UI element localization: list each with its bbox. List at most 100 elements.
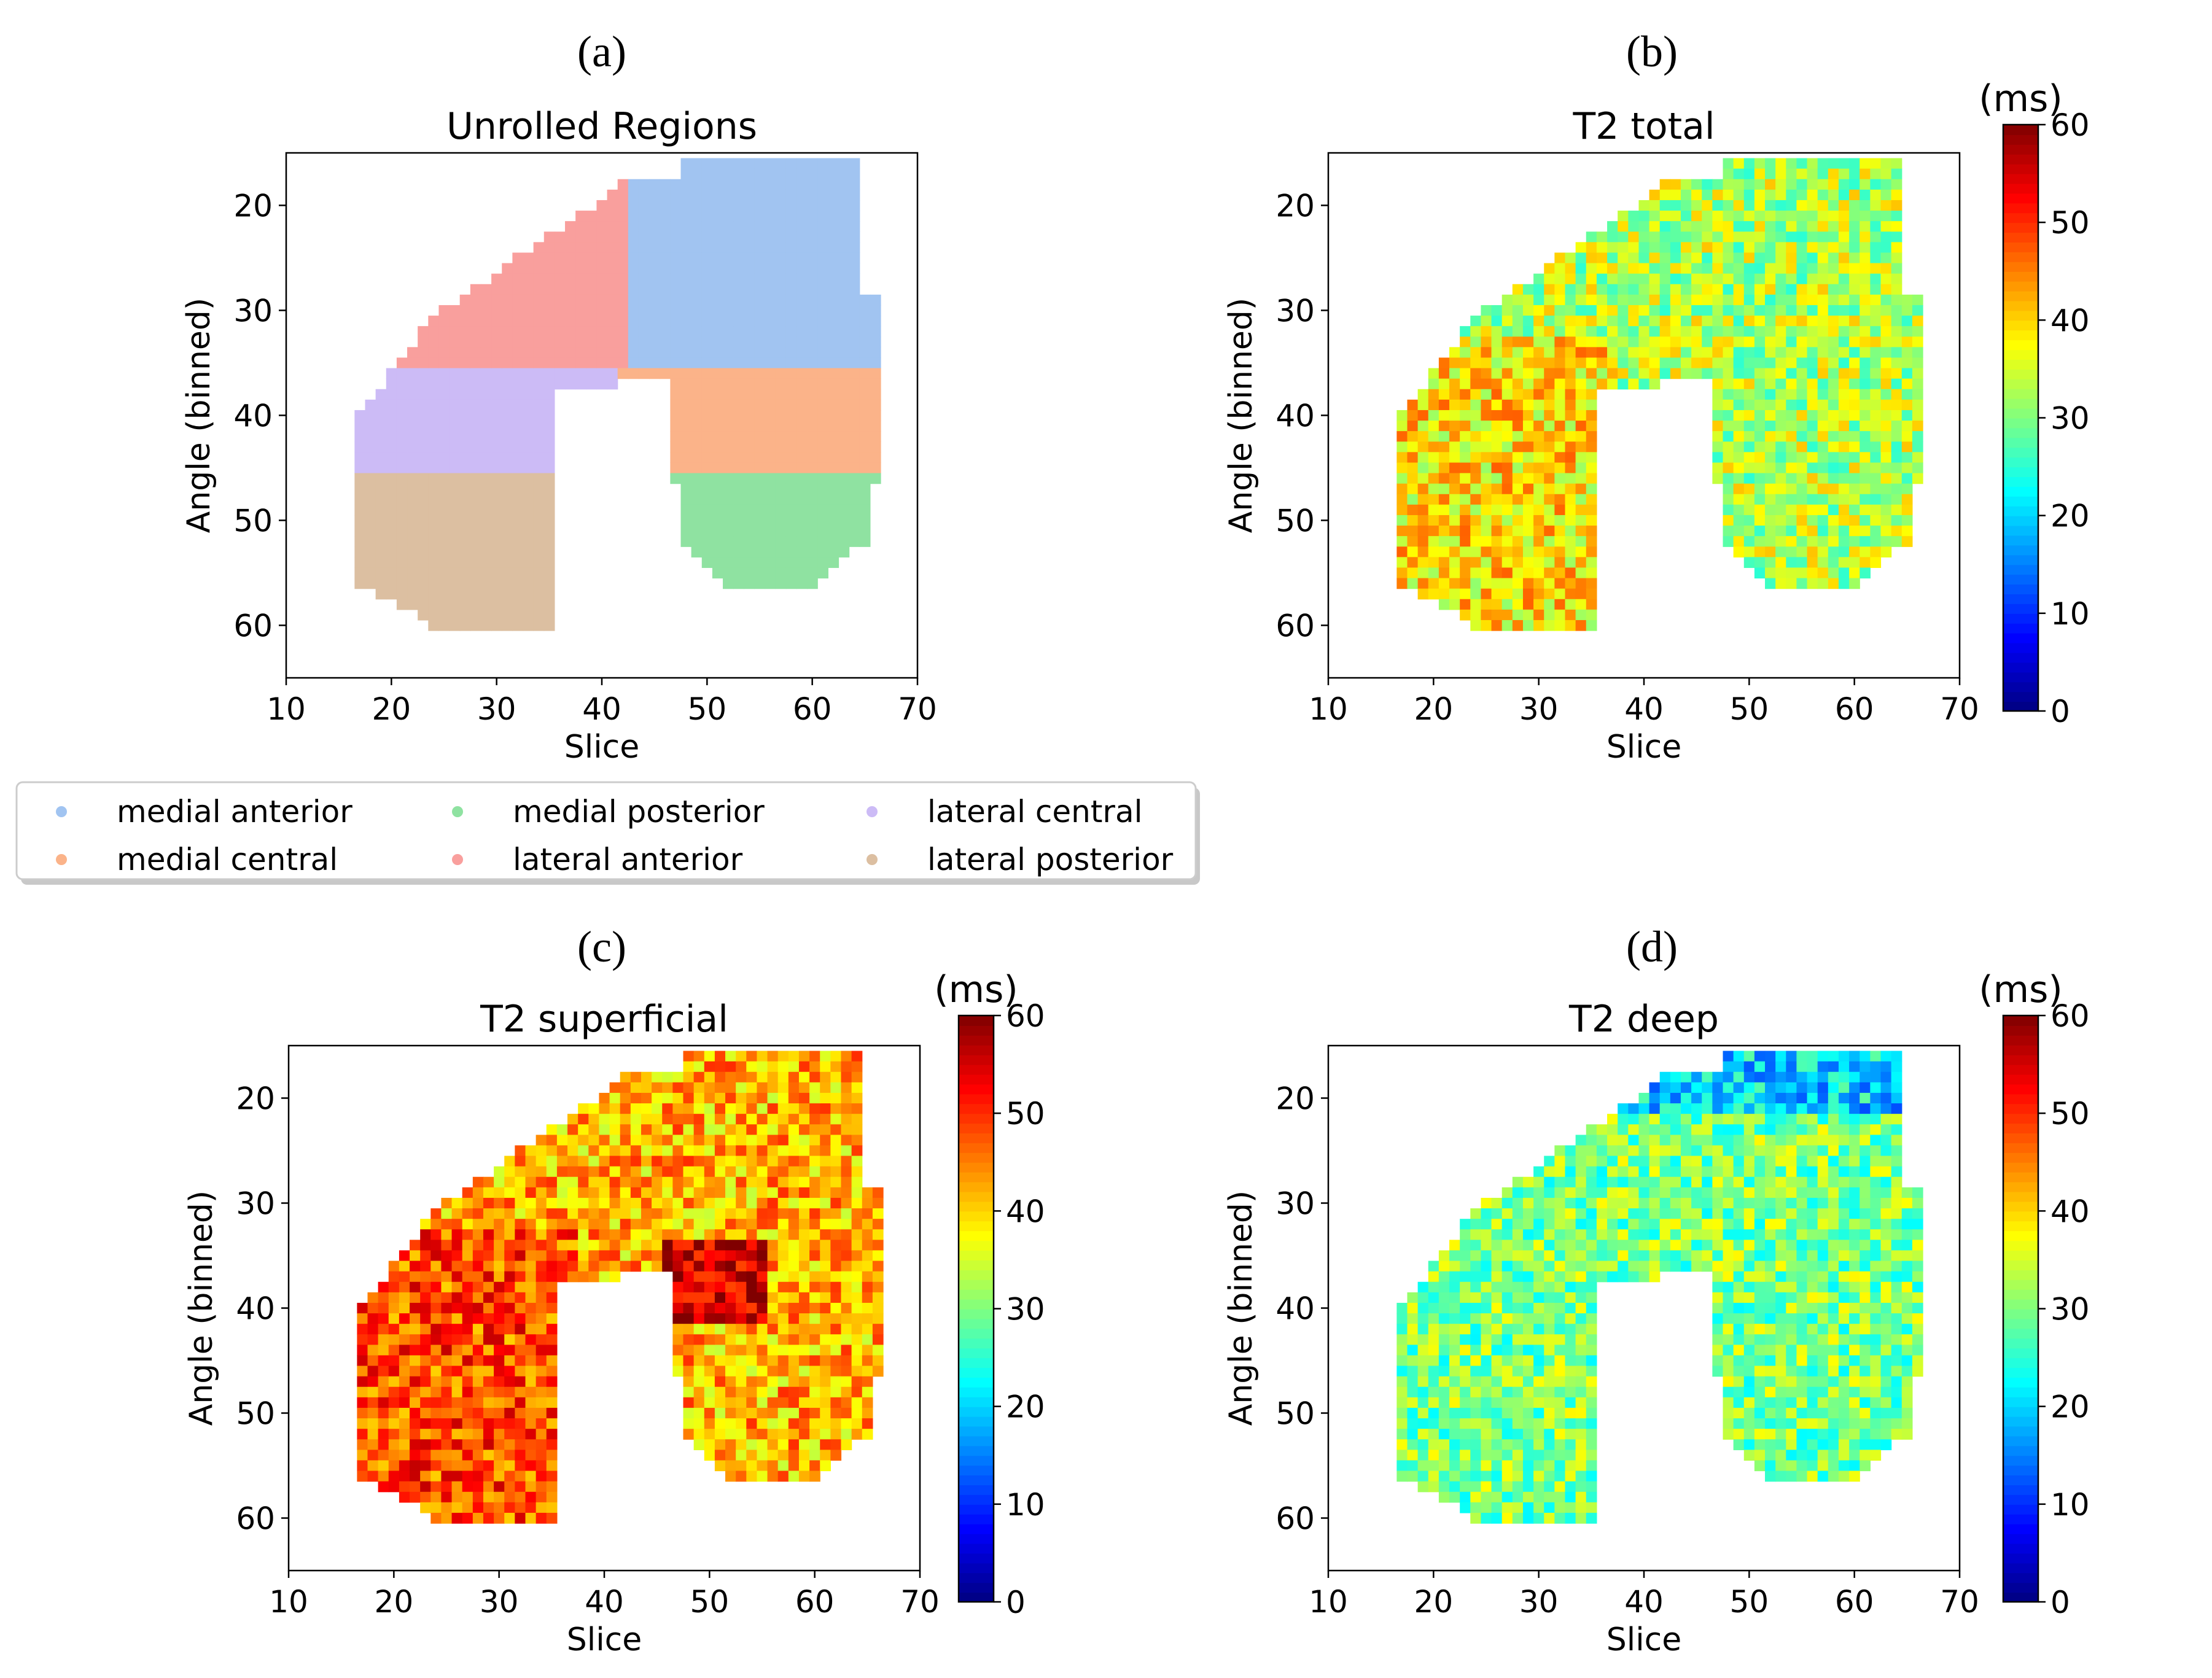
heatmap-cell: [1702, 316, 1713, 327]
region-cell: [628, 336, 639, 348]
region-cell: [775, 189, 787, 201]
heatmap-cell: [1775, 515, 1786, 526]
heatmap-cell: [1554, 483, 1566, 495]
heatmap-cell: [1522, 557, 1534, 569]
heatmap-cell: [1880, 441, 1892, 453]
region-cell: [733, 431, 744, 442]
heatmap-cell: [483, 1491, 494, 1503]
heatmap-cell: [504, 1334, 515, 1345]
region-cell: [775, 421, 787, 432]
region-cell: [480, 389, 492, 400]
heatmap-cell: [725, 1470, 736, 1482]
heatmap-cell: [494, 1219, 505, 1230]
heatmap-cell: [1607, 252, 1618, 264]
heatmap-cell: [504, 1407, 515, 1419]
heatmap-cell: [1786, 263, 1797, 274]
region-cell: [607, 211, 618, 222]
heatmap-cell: [725, 1376, 736, 1388]
heatmap-cell: [830, 1166, 842, 1178]
heatmap-cell: [367, 1418, 379, 1429]
heatmap-cell: [1438, 431, 1450, 442]
heatmap-cell: [1838, 336, 1850, 348]
heatmap-cell: [672, 1166, 684, 1178]
heatmap-cell: [441, 1281, 453, 1293]
region-cell: [723, 221, 734, 232]
heatmap-cell: [652, 1229, 663, 1240]
region-cell: [533, 326, 545, 337]
region-cell: [701, 410, 713, 421]
heatmap-cell: [410, 1260, 421, 1272]
region-cell: [870, 473, 881, 484]
region-cell: [428, 473, 440, 484]
heatmap-cell: [1860, 263, 1871, 274]
region-cell: [607, 368, 618, 379]
region-cell: [828, 294, 839, 306]
heatmap-cell: [1533, 326, 1544, 337]
heatmap-cell: [451, 1470, 463, 1482]
heatmap-cell: [1460, 368, 1471, 379]
region-cell: [418, 452, 429, 464]
colorbar-tick-label: 30: [2050, 401, 2090, 437]
heatmap-cell: [693, 1145, 705, 1157]
region-cell: [754, 494, 766, 505]
region-cell: [554, 326, 566, 337]
region-cell: [418, 399, 429, 411]
heatmap-cell: [1481, 1197, 1492, 1209]
region-cell: [733, 368, 744, 379]
heatmap-cell: [1470, 1397, 1482, 1408]
region-cell: [491, 452, 502, 464]
heatmap-cell: [1670, 316, 1681, 327]
heatmap-cell: [1522, 421, 1534, 432]
heatmap-cell: [1522, 378, 1534, 390]
heatmap-cell: [1522, 347, 1534, 359]
heatmap-cell: [1870, 211, 1882, 222]
region-cell: [765, 200, 776, 211]
region-cell: [859, 336, 871, 348]
heatmap-cell: [441, 1491, 453, 1503]
heatmap-cell: [1849, 473, 1860, 484]
heatmap-cell: [725, 1240, 736, 1251]
region-cell: [428, 410, 440, 421]
heatmap-cell: [535, 1197, 547, 1209]
heatmap-cell: [693, 1176, 705, 1188]
region-cell: [785, 557, 797, 569]
region-cell: [649, 221, 660, 232]
region-cell: [849, 494, 860, 505]
heatmap-cell: [1481, 1271, 1492, 1283]
heatmap-cell: [546, 1135, 558, 1146]
region-cell: [523, 609, 534, 621]
region-cell: [765, 557, 776, 569]
region-cell: [543, 231, 555, 243]
heatmap-cell: [1743, 557, 1755, 569]
colorbar-band: [959, 1269, 994, 1280]
heatmap-cell: [1449, 368, 1460, 379]
region-cell: [533, 252, 545, 264]
heatmap-cell: [1828, 211, 1839, 222]
heatmap-cell: [1796, 494, 1808, 505]
region-cell: [480, 431, 492, 442]
region-cell: [470, 588, 481, 600]
heatmap-cell: [1417, 1365, 1429, 1377]
region-cell: [660, 326, 671, 337]
heatmap-cell: [1438, 1460, 1450, 1472]
heatmap-cell: [693, 1355, 705, 1367]
heatmap-cell: [1733, 305, 1745, 316]
heatmap-cell: [1807, 284, 1818, 295]
heatmap-cell: [1460, 1460, 1471, 1472]
heatmap-cell: [1481, 1376, 1492, 1388]
heatmap-cell: [420, 1260, 431, 1272]
heatmap-cell: [1501, 609, 1513, 621]
heatmap-cell: [693, 1135, 705, 1146]
region-cell: [543, 441, 555, 453]
colorbar-band: [959, 1240, 994, 1251]
heatmap-cell: [451, 1313, 463, 1324]
region-cell: [428, 326, 440, 337]
heatmap-cell: [1849, 305, 1860, 316]
heatmap-cell: [1470, 378, 1482, 390]
heatmap-cell: [1723, 316, 1734, 327]
heatmap-cell: [599, 1219, 610, 1230]
region-cell: [502, 536, 513, 547]
heatmap-cell: [1870, 273, 1882, 285]
colorbar-tick-label: 30: [1006, 1292, 1045, 1327]
heatmap-cell: [1407, 1365, 1419, 1377]
